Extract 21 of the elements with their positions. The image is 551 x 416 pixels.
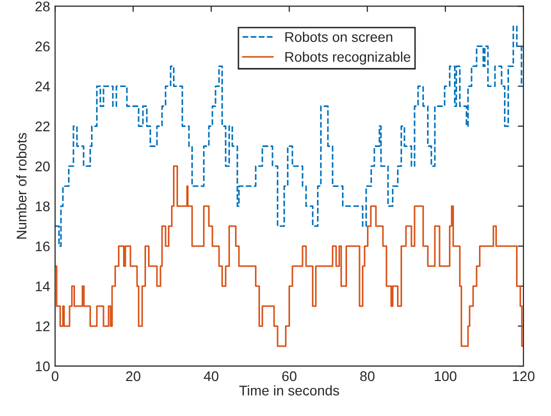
- y-tick-label: 14: [36, 282, 50, 292]
- y-tick-label: 26: [35, 42, 50, 52]
- y-tick-label: 28: [35, 2, 50, 12]
- y-tick-label: 24: [35, 82, 50, 92]
- x-tick-label: 120: [512, 371, 534, 382]
- x-tick-label: 40: [204, 371, 218, 382]
- legend-label: Robots recognizable: [285, 52, 410, 65]
- y-tick-label: 18: [36, 201, 50, 212]
- x-axis-title: Time in seconds: [239, 385, 340, 396]
- y-tick-label: 10: [36, 361, 50, 372]
- x-tick-label: 60: [282, 371, 296, 382]
- y-tick-label: 22: [35, 122, 50, 132]
- y-tick-label: 12: [36, 321, 50, 332]
- x-tick-label: 80: [360, 371, 375, 382]
- y-tick-label: 20: [35, 162, 50, 172]
- x-tick-label: 20: [126, 371, 140, 382]
- y-axis-title: Number of robots: [16, 133, 26, 239]
- y-tick-label: 16: [36, 241, 50, 252]
- legend-label: Robots on screen: [285, 32, 392, 42]
- x-tick-label: 100: [434, 371, 456, 382]
- x-tick-label: 0: [52, 371, 58, 382]
